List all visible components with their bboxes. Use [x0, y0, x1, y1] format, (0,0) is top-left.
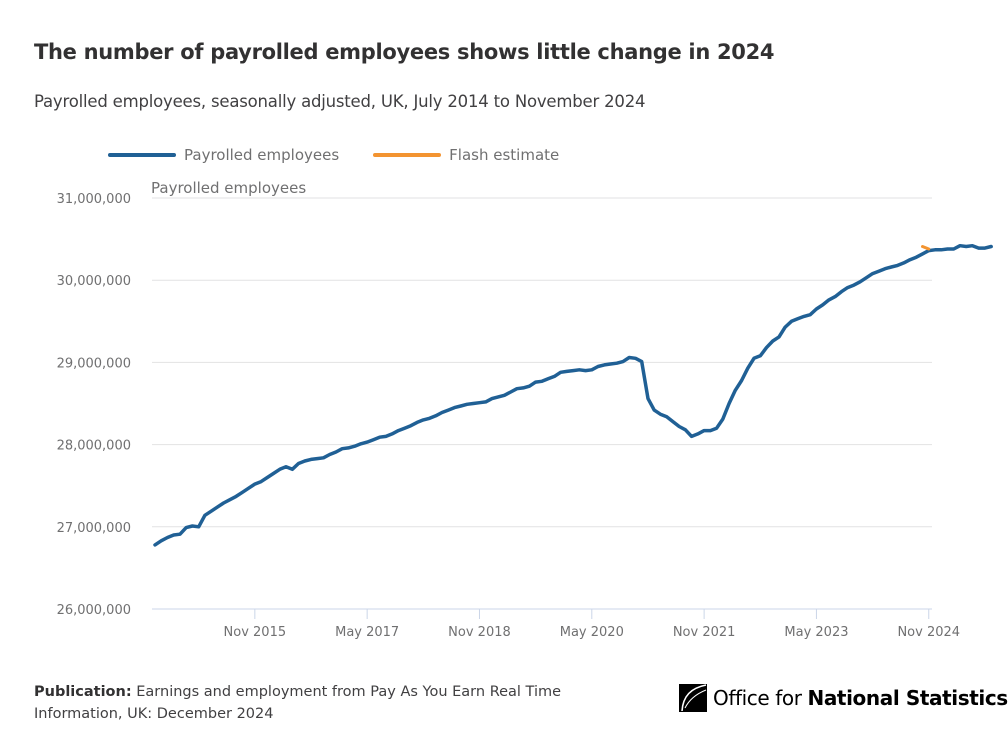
x-tick-label: May 2023 — [784, 625, 848, 640]
legend-item-payrolled-employees[interactable]: Payrolled employees — [108, 146, 339, 164]
y-tick-label: 30,000,000 — [57, 274, 131, 289]
legend-swatch-flash-estimate — [373, 153, 442, 157]
y-tick-label: 28,000,000 — [57, 439, 131, 454]
y-tick-label: 26,000,000 — [57, 603, 131, 618]
y-axis: 26,000,000 27,000,000 28,000,000 29,000,000… — [57, 192, 131, 618]
publication-label: Publication: — [34, 684, 132, 700]
y-tick-label: 29,000,000 — [57, 356, 131, 371]
x-axis: Nov 2015 May 2017 Nov 2018 May 2020 Nov 2021… — [152, 608, 960, 640]
legend-label: Flash estimate — [449, 146, 560, 164]
legend-swatch-payrolled-employees — [108, 153, 176, 157]
ons-logo-text: Office for National Statistics — [713, 686, 1008, 710]
y-tick-label: 27,000,000 — [57, 521, 131, 536]
legend-label: Payrolled employees — [184, 146, 340, 164]
chart-legend: Payrolled employees Flash estimate — [108, 145, 593, 165]
footer-source: Publication: Earnings and employment fro… — [34, 681, 634, 725]
y-axis-title: Payrolled employees — [151, 179, 306, 197]
series-line-payrolled-employees — [153, 243, 993, 547]
ons-logo-icon — [679, 684, 707, 712]
logo-text-bold: National Statistics — [807, 686, 1008, 710]
x-tick-label: Nov 2024 — [897, 625, 960, 640]
series-lines — [153, 243, 993, 547]
x-tick-label: May 2020 — [560, 625, 624, 640]
x-tick-label: Nov 2015 — [224, 625, 287, 640]
legend-item-flash-estimate[interactable]: Flash estimate — [373, 146, 559, 164]
ons-logo: Office for National Statistics — [679, 684, 1008, 712]
x-tick-label: Nov 2018 — [448, 625, 511, 640]
y-tick-label: 31,000,000 — [57, 192, 131, 207]
x-tick-label: Nov 2021 — [673, 625, 736, 640]
x-tick-label: May 2017 — [335, 625, 399, 640]
publication-text: Earnings and employment from Pay As You … — [34, 684, 562, 722]
gridlines — [152, 197, 932, 528]
logo-text-light: Office for — [713, 686, 808, 710]
chart-subtitle: Payrolled employees, seasonally adjusted… — [34, 92, 646, 111]
chart-title: The number of payrolled employees shows … — [34, 40, 775, 64]
series-line-flash-estimate — [921, 245, 931, 251]
